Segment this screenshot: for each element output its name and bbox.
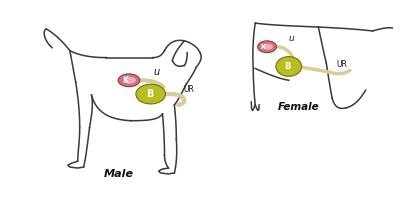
- Text: UR: UR: [336, 60, 347, 69]
- Text: B: B: [284, 62, 291, 71]
- Ellipse shape: [263, 44, 273, 50]
- Text: Male: Male: [104, 169, 134, 179]
- Ellipse shape: [136, 84, 166, 104]
- Ellipse shape: [124, 77, 136, 84]
- Ellipse shape: [118, 74, 140, 87]
- Text: B: B: [146, 89, 153, 99]
- Text: u: u: [289, 34, 294, 43]
- Text: Female: Female: [278, 102, 320, 112]
- Text: K: K: [260, 44, 266, 50]
- Ellipse shape: [276, 57, 302, 76]
- Text: UR: UR: [183, 85, 194, 94]
- Text: K: K: [122, 76, 128, 85]
- Text: u: u: [154, 67, 160, 77]
- Ellipse shape: [258, 41, 276, 53]
